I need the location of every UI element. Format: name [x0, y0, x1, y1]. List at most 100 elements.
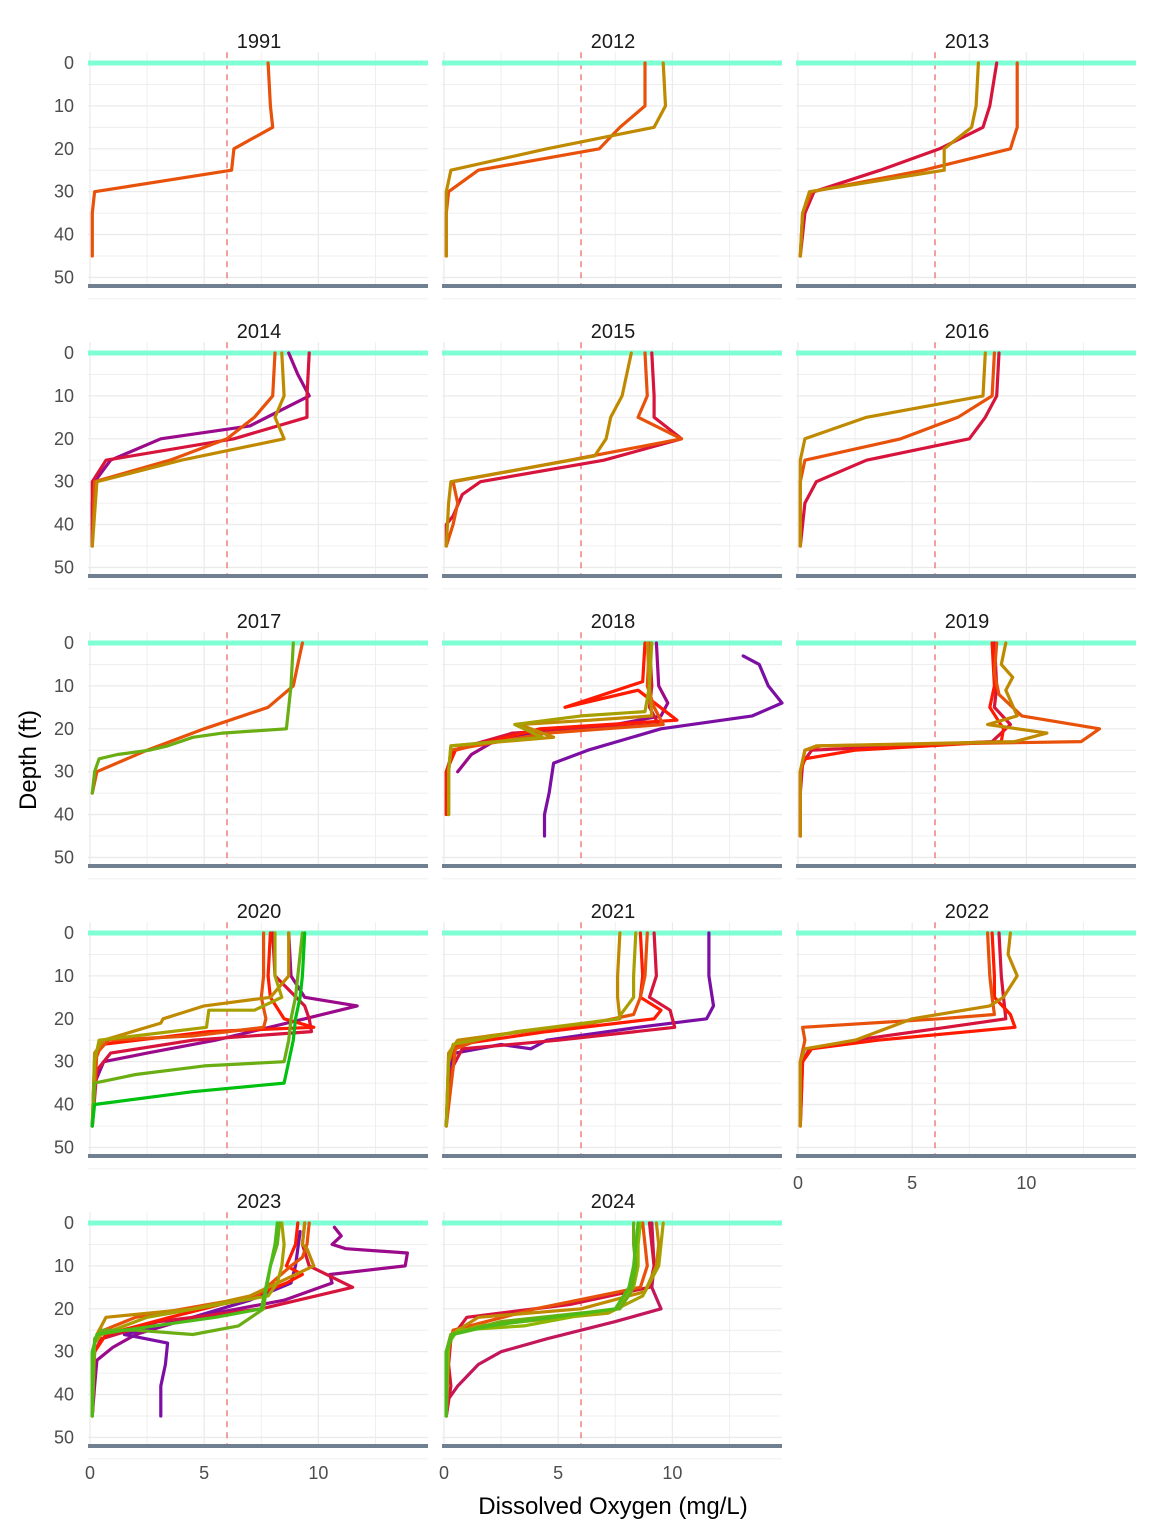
y-tick-label: 40	[54, 1385, 74, 1405]
y-tick-label: 30	[54, 762, 74, 782]
panel-title: 2021	[591, 901, 636, 923]
profile-line	[90, 1221, 279, 1418]
x-tick-label: 0	[793, 1173, 803, 1193]
y-tick-label: 20	[54, 429, 74, 449]
profile-line	[542, 654, 784, 838]
x-tick-label: 0	[85, 1463, 95, 1483]
y-tick-label: 30	[54, 1052, 74, 1072]
profile-line	[798, 351, 997, 548]
y-tick-label: 40	[54, 225, 74, 245]
panel-title: 2022	[945, 901, 990, 923]
panel-2024: 2024 0 5 10	[439, 1191, 782, 1483]
panel-2015: 2015	[442, 321, 782, 590]
y-tick-label: 40	[54, 1095, 74, 1115]
profile-line	[444, 931, 638, 1128]
y-tick-label: 30	[54, 182, 74, 202]
profile-line	[90, 931, 268, 1128]
profile-line	[90, 641, 304, 795]
y-tick-label: 50	[54, 267, 74, 287]
panel-2016: 2016	[796, 321, 1136, 590]
y-tick-label: 50	[54, 1137, 74, 1157]
y-tick-label: 0	[64, 343, 74, 363]
panel-2014: 2014 0 10 20 30 40 50	[54, 321, 428, 590]
profile-line	[798, 641, 1049, 838]
y-tick-label: 50	[54, 557, 74, 577]
profile-line	[90, 931, 314, 1128]
x-tick-label: 0	[439, 1463, 449, 1483]
y-axis-title: Depth (ft)	[15, 710, 42, 810]
panel-title: 2016	[945, 321, 990, 343]
profile-line	[90, 61, 275, 258]
y-tick-label: 10	[54, 96, 74, 116]
panel-2013: 2013	[796, 31, 1136, 300]
profile-line	[798, 931, 1019, 1128]
profile-line	[798, 61, 999, 258]
profile-line	[798, 931, 997, 1128]
y-tick-label: 10	[54, 1256, 74, 1276]
y-tick-label: 30	[54, 1342, 74, 1362]
profile-line	[798, 931, 1017, 1128]
panel-2023: 2023 0 10 20 30 40 50 0 5 10	[54, 1191, 428, 1483]
panel-2022: 2022 0 5 10	[793, 901, 1136, 1193]
y-tick-label: 50	[54, 1427, 74, 1447]
panel-title: 1991	[237, 31, 282, 53]
y-tick-label: 0	[64, 53, 74, 73]
y-tick-label: 20	[54, 719, 74, 739]
profile-line	[90, 1221, 304, 1418]
y-tick-label: 10	[54, 676, 74, 696]
panel-title: 2014	[237, 321, 282, 343]
profile-line	[444, 1221, 656, 1418]
y-tick-label: 20	[54, 1009, 74, 1029]
profile-line	[798, 61, 981, 258]
profile-line	[447, 641, 654, 817]
panel-2018: 2018	[442, 611, 784, 880]
profile-line	[444, 61, 668, 258]
panel-1991: 1991 0 10 20 30 40 50	[54, 31, 428, 300]
profile-line	[90, 931, 316, 1128]
y-tick-label: 10	[54, 386, 74, 406]
y-tick-label: 20	[54, 1299, 74, 1319]
profile-line	[90, 931, 284, 1128]
x-tick-label: 10	[1016, 1173, 1036, 1193]
y-tick-label: 40	[54, 805, 74, 825]
x-tick-label: 5	[553, 1463, 563, 1483]
profile-line	[798, 351, 1001, 548]
panel-title: 2012	[591, 31, 636, 53]
x-axis-title: Dissolved Oxygen (mg/L)	[478, 1493, 747, 1520]
panel-title: 2019	[945, 611, 990, 633]
panel-title: 2018	[591, 611, 636, 633]
y-tick-label: 0	[64, 1213, 74, 1233]
profile-line	[90, 931, 304, 1128]
x-tick-label: 10	[308, 1463, 328, 1483]
profile-line	[444, 1221, 640, 1418]
panel-2012: 2012	[442, 31, 782, 300]
panel-title: 2020	[237, 901, 282, 923]
x-tick-label: 5	[907, 1173, 917, 1193]
y-tick-label: 30	[54, 472, 74, 492]
profile-line	[798, 351, 987, 548]
profile-line	[798, 641, 1102, 838]
y-tick-label: 0	[64, 923, 74, 943]
y-tick-label: 0	[64, 633, 74, 653]
panel-title: 2017	[237, 611, 282, 633]
profile-line	[798, 641, 1013, 838]
panel-2020: 2020 0 10 20 30 40 50	[54, 901, 428, 1170]
profile-line	[798, 641, 1006, 838]
y-tick-label: 50	[54, 847, 74, 867]
profile-line	[444, 351, 633, 548]
profile-line	[444, 351, 684, 548]
profile-line	[90, 1225, 409, 1418]
y-tick-label: 40	[54, 515, 74, 535]
panel-title: 2023	[237, 1191, 282, 1213]
y-tick-label: 20	[54, 139, 74, 159]
profile-line	[90, 351, 311, 548]
profile-line	[90, 351, 286, 548]
profile-line	[90, 641, 295, 795]
x-tick-label: 10	[662, 1463, 682, 1483]
panel-title: 2015	[591, 321, 636, 343]
panel-2019: 2019	[796, 611, 1136, 880]
profile-line	[90, 351, 277, 548]
y-tick-label: 10	[54, 966, 74, 986]
